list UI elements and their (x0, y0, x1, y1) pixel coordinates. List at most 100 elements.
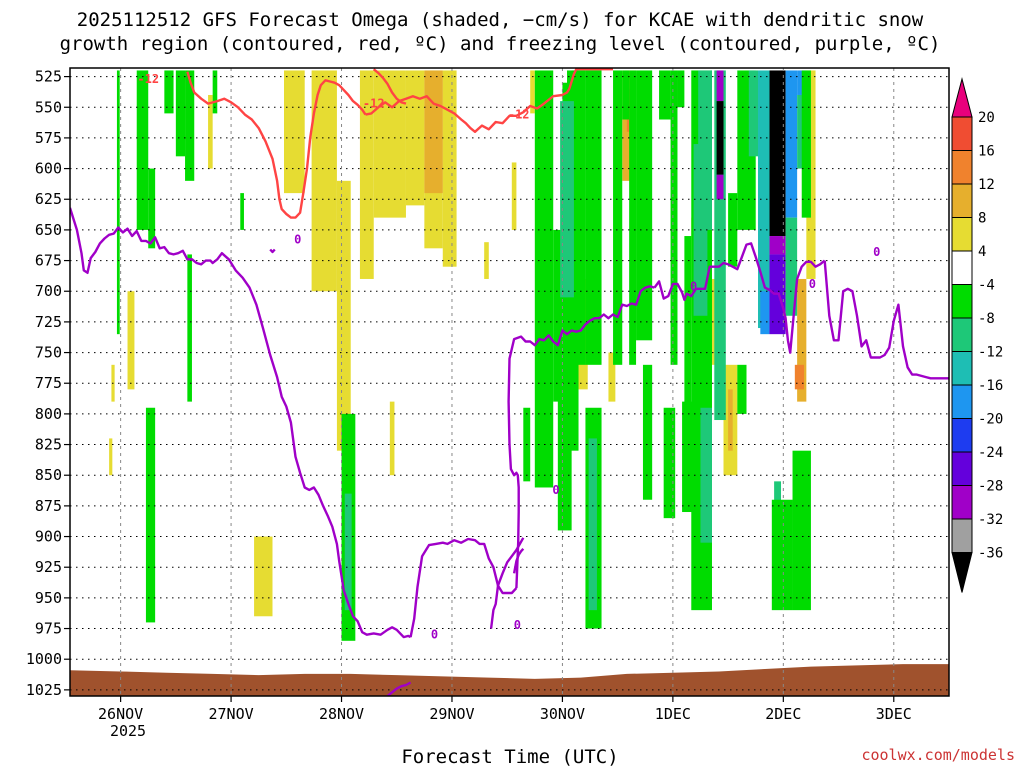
omega-cell (714, 70, 726, 421)
omega-cell (797, 278, 807, 402)
y-tick-label: 625 (35, 190, 62, 208)
colorbar-swatch (951, 384, 973, 419)
y-tick-label: 675 (35, 252, 62, 270)
omega-cell (682, 401, 694, 513)
omega-cell (208, 94, 213, 169)
y-tick-label: 575 (35, 129, 62, 147)
omega-shading (109, 70, 816, 641)
freezing-contour-label: 0 (294, 233, 301, 247)
y-tick-label: 525 (35, 68, 62, 86)
colorbar-swatch (951, 183, 973, 218)
omega-cell (785, 217, 798, 316)
freezing-contour-line (512, 547, 525, 574)
colorbar-swatch (951, 518, 973, 553)
freezing-contour-line (823, 260, 949, 380)
omega-cell (716, 174, 724, 200)
dgz-contour-line (372, 68, 407, 105)
colorbar-swatch (951, 217, 973, 252)
freezing-contour-line (269, 248, 276, 254)
omega-cell (187, 254, 192, 402)
omega-cell (359, 70, 374, 279)
colorbar-label: -16 (978, 378, 1003, 394)
omega-cell (771, 499, 793, 611)
colorbar-label: 8 (978, 211, 986, 227)
colorbar-label: -12 (978, 345, 1003, 361)
omega-cell (109, 438, 113, 476)
surface-terrain (70, 664, 949, 696)
freezing-contour-label: 0 (431, 628, 438, 642)
omega-cell (716, 101, 724, 175)
omega-cell (212, 70, 218, 114)
plot-frame (69, 67, 950, 697)
colorbar-label: 20 (978, 110, 995, 126)
omega-cell (728, 389, 733, 451)
contour-labels: -12 -12 -12 0 0 0 0 0 0 0 (137, 72, 880, 642)
omega-cell (424, 70, 443, 194)
y-tick-label: 1025 (26, 681, 62, 699)
omega-cell (677, 70, 685, 108)
dgz-contour-line (365, 93, 563, 133)
colorbar-swatch (951, 418, 973, 453)
omega-cell (344, 493, 352, 611)
freezing-contour-line (70, 207, 412, 639)
x-axis-label: Forecast Time (UTC) (401, 746, 618, 768)
y-tick-label: 550 (35, 98, 62, 116)
omega-cell (560, 101, 574, 298)
colorbar-swatch (951, 150, 973, 185)
y-tick-label: 1000 (26, 650, 62, 668)
chart-title-line1: 2025112512 GFS Forecast Omega (shaded, −… (77, 9, 924, 31)
chart-title-line2: growth region (contoured, red, ºC) and f… (60, 33, 941, 55)
omega-cell (769, 70, 786, 237)
omega-cell (373, 70, 406, 218)
omega-cell (794, 364, 805, 390)
y-tick-label: 925 (35, 558, 62, 576)
colorbar-label: -36 (978, 546, 1003, 562)
contours (70, 68, 949, 696)
y-tick-label: 700 (35, 282, 62, 300)
omega-cell (663, 407, 676, 519)
omega-cell (336, 180, 351, 451)
omega-cell (801, 70, 811, 218)
credit-text: coolwx.com/models (861, 746, 1015, 764)
x-axis: 26NOV 27NOV 28NOV 29NOV 30NOV 1DEC 2DEC 3DEC (98, 696, 912, 723)
omega-cell (136, 70, 149, 230)
x-tick-label: 27NOV (208, 705, 253, 723)
y-tick-label: 850 (35, 466, 62, 484)
dgz-contour-label: -12 (137, 72, 159, 86)
colorbar-swatch (951, 485, 973, 520)
x-tick-label: 3DEC (876, 705, 912, 723)
omega-cell (698, 70, 712, 230)
colorbar: 20 16 12 8 4 -4 -8 -12 -16 -20 -24 -28 -32 -36 (951, 77, 1003, 593)
omega-cell (145, 407, 156, 623)
y-tick-label: 800 (35, 405, 62, 423)
omega-cell (758, 70, 770, 329)
y-tick-label: 750 (35, 344, 62, 362)
omega-cell (530, 70, 535, 114)
colorbar-swatch (951, 250, 973, 285)
colorbar-bottom-arrow (951, 552, 973, 593)
grid (70, 68, 949, 696)
freezing-contour-label: 0 (873, 245, 880, 259)
x-tick-label: 26NOV (98, 705, 143, 723)
colorbar-label: -20 (978, 412, 1003, 428)
colorbar-label: 16 (978, 144, 995, 160)
freezing-contour-label: 0 (514, 618, 521, 632)
omega-cell (737, 364, 747, 414)
omega-cell (442, 70, 457, 267)
x-tick-label: 2DEC (765, 705, 801, 723)
omega-cell (684, 236, 692, 421)
omega-cell (175, 70, 186, 157)
x-tick-label: 28NOV (319, 705, 364, 723)
freezing-contour-line (653, 242, 826, 354)
colorbar-label: -4 (978, 278, 995, 294)
colorbar-swatch (951, 317, 973, 352)
freezing-contour-label: 0 (809, 277, 816, 291)
colorbar-label: -24 (978, 445, 1003, 461)
omega-cell (769, 236, 786, 255)
omega-cell (511, 162, 517, 230)
colorbar-swatch (951, 116, 973, 151)
omega-cell (254, 536, 273, 617)
y-tick-label: 875 (35, 497, 62, 515)
colorbar-label: 12 (978, 177, 995, 193)
colorbar-swatch (951, 451, 973, 486)
